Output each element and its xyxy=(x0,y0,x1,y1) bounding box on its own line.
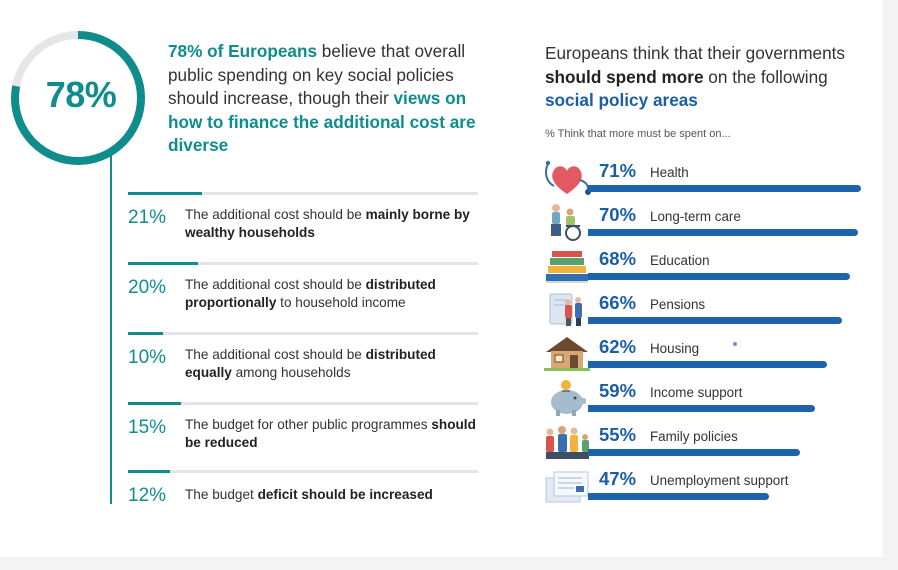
area-row-unemployment-support: 47% Unemployment support xyxy=(538,466,838,510)
financing-bar-track xyxy=(128,402,478,405)
area-bar xyxy=(588,449,800,456)
area-bar xyxy=(588,361,827,368)
timeline-line xyxy=(110,150,112,504)
books-icon xyxy=(546,251,588,283)
financing-item: 10% The additional cost should be distri… xyxy=(128,332,488,392)
area-label: Education xyxy=(650,253,710,268)
financing-item: 21% The additional cost should be mainly… xyxy=(128,192,488,252)
financing-bar-fill xyxy=(128,262,198,265)
financing-text: The additional cost should be mainly bor… xyxy=(185,206,485,242)
financing-bar-track xyxy=(128,332,478,335)
financing-percent: 21% xyxy=(128,207,167,228)
area-row-family-policies: 55% Family policies xyxy=(538,422,838,466)
area-row-education: 68% Education xyxy=(538,246,850,290)
area-percent: 62% xyxy=(599,336,637,357)
financing-text-post: among households xyxy=(231,365,351,380)
area-label: Housing xyxy=(650,341,700,356)
area-label: Pensions xyxy=(650,297,706,312)
financing-item: 20% The additional cost should be distri… xyxy=(128,262,488,322)
headline-text: believe that overall public spending on … xyxy=(168,41,466,108)
financing-text-pre: The budget for other public programmes xyxy=(185,417,432,432)
house-icon xyxy=(544,337,590,371)
ring-arc xyxy=(11,31,145,165)
financing-text-pre: The budget xyxy=(185,487,258,502)
financing-text-bold: mainly borne by wealthy households xyxy=(185,207,470,240)
headline-highlight-2: views on how to finance the additional c… xyxy=(168,88,476,155)
area-bar xyxy=(588,273,850,280)
areas-subtitle: % Think that more must be spent on... xyxy=(545,128,731,140)
financing-bar-fill xyxy=(128,470,170,473)
headline-highlight-1: 78% of Europeans xyxy=(168,41,317,61)
area-bar xyxy=(588,185,862,192)
area-row-housing: 62% Housing xyxy=(538,334,838,378)
heart-stethoscope-icon xyxy=(545,160,591,195)
financing-item: 15% The budget for other public programm… xyxy=(128,402,488,462)
area-percent: 70% xyxy=(599,204,637,225)
financing-percent: 15% xyxy=(128,417,167,438)
financing-bar-fill xyxy=(128,402,181,405)
page-edge-bottom xyxy=(0,557,898,570)
area-percent: 68% xyxy=(599,248,637,269)
financing-bar-track xyxy=(128,192,478,195)
financing-text-bold: should be reduced xyxy=(185,417,476,450)
area-percent: 47% xyxy=(599,468,637,489)
area-label: Income support xyxy=(650,385,743,400)
areas-title-pre: Europeans think that their governments xyxy=(545,43,846,63)
financing-text-bold: distributed equally xyxy=(185,347,436,380)
financing-text: The budget deficit should be increased xyxy=(185,486,485,504)
area-bar xyxy=(588,229,858,236)
financing-text: The additional cost should be distribute… xyxy=(185,346,485,382)
area-row-income-support: 59% Income support xyxy=(538,378,838,422)
financing-text-pre: The additional cost should be xyxy=(185,347,366,362)
elderly-couple-icon xyxy=(549,293,582,326)
decorative-dot xyxy=(733,342,737,346)
area-row-health: 71% Health xyxy=(538,158,862,202)
financing-bar-track xyxy=(128,470,478,473)
area-label: Family policies xyxy=(650,429,738,444)
areas-title-mid: on the following xyxy=(703,66,828,87)
area-percent: 71% xyxy=(599,160,637,181)
financing-percent: 20% xyxy=(128,277,167,298)
financing-text-pre: The additional cost should be xyxy=(185,207,366,222)
area-bar xyxy=(588,405,816,412)
financing-text: The additional cost should be distribute… xyxy=(185,276,485,312)
area-label: Long-term care xyxy=(650,209,741,224)
area-label: Health xyxy=(650,165,689,180)
headline: 78% of Europeans believe that overall pu… xyxy=(168,40,488,158)
page-edge-right xyxy=(883,0,898,570)
area-percent: 55% xyxy=(599,424,637,445)
area-row-long-term-care: 70% Long-term care xyxy=(538,202,858,246)
financing-bar-fill xyxy=(128,192,202,195)
financing-percent: 10% xyxy=(128,347,167,368)
family-icon xyxy=(546,426,589,459)
area-bar xyxy=(588,493,769,500)
documents-icon xyxy=(545,471,589,503)
areas-title: Europeans think that their governments s… xyxy=(545,42,865,113)
piggy-bank-icon xyxy=(551,380,586,416)
financing-text-bold: distributed proportionally xyxy=(185,277,436,310)
areas-title-bold: should spend more xyxy=(545,66,704,87)
financing-text: The budget for other public programmes s… xyxy=(185,416,485,452)
financing-bar-fill xyxy=(128,332,163,335)
area-label: Unemployment support xyxy=(650,473,789,488)
area-percent: 59% xyxy=(599,380,637,401)
ring-percent-label: 78% xyxy=(45,74,117,115)
area-row-pensions: 66% Pensions xyxy=(538,290,843,334)
financing-text-bold: deficit should be increased xyxy=(257,487,433,502)
area-bar xyxy=(588,317,843,324)
financing-bar-track xyxy=(128,262,478,265)
area-percent: 66% xyxy=(599,292,637,313)
percent-ring xyxy=(11,31,145,165)
wheelchair-icon xyxy=(551,204,581,241)
financing-text-pre: The additional cost should be xyxy=(185,277,366,292)
financing-item: 12% The budget deficit should be increas… xyxy=(128,470,488,530)
financing-text-post: to household income xyxy=(276,295,406,310)
areas-title-highlight: social policy areas xyxy=(545,90,698,110)
financing-percent: 12% xyxy=(128,485,167,506)
